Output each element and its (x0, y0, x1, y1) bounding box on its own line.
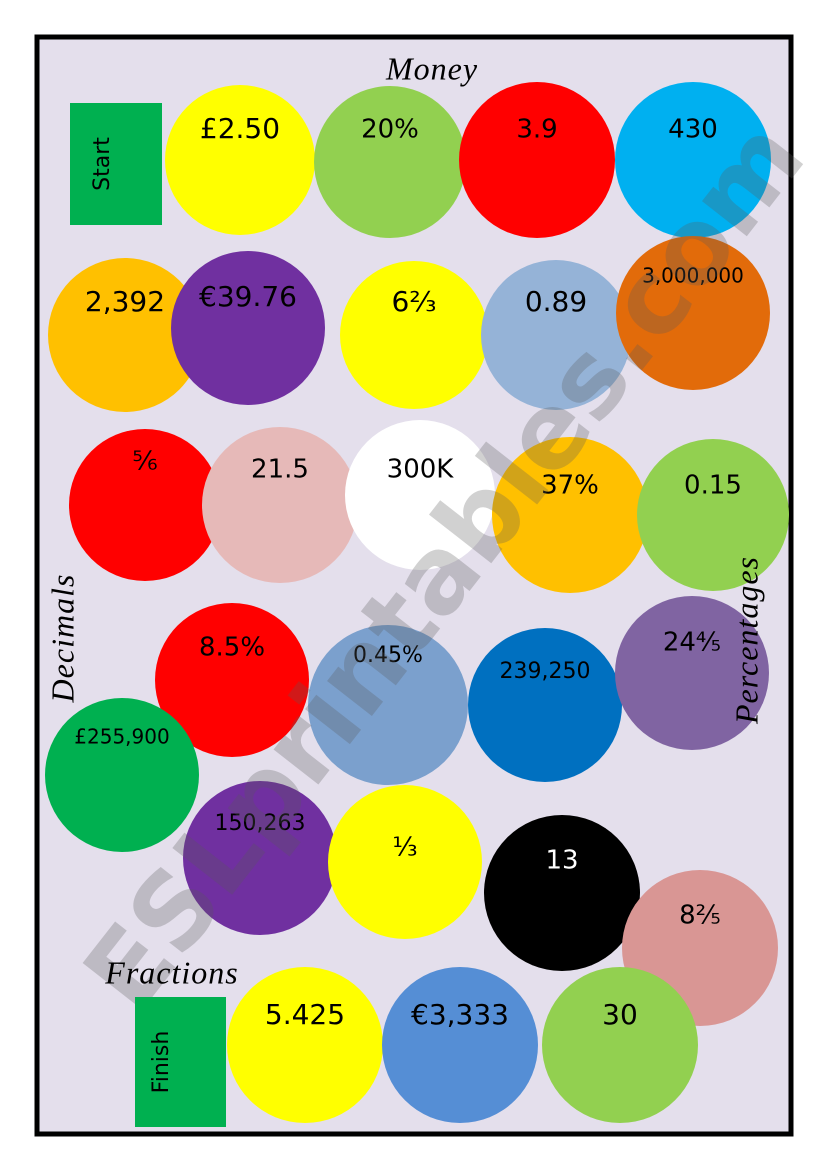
finish-box (135, 997, 226, 1127)
space (171, 251, 325, 405)
space (227, 967, 383, 1123)
space-label: ⅓ (392, 833, 417, 863)
space-label: 5.425 (265, 998, 345, 1031)
space (340, 261, 488, 409)
space (202, 427, 358, 583)
section-label: Money (385, 50, 478, 86)
start-label: Start (90, 137, 115, 191)
space-label: 6⅔ (392, 285, 437, 318)
space-label: 430 (668, 115, 718, 145)
section-label: Fractions (104, 954, 238, 990)
space (616, 236, 770, 390)
space-label: 0.89 (525, 285, 587, 318)
space-label: 300K (387, 455, 455, 485)
space (155, 603, 309, 757)
space-label: €39.76 (199, 280, 297, 313)
space (459, 82, 615, 238)
space (48, 258, 202, 412)
spaces: £2.50 20% 3.9 430 2,392 €39.76 6⅔ 0.89 3,000,000… (45, 82, 789, 1123)
space-label: 21.5 (251, 455, 309, 485)
space-label: €3,333 (411, 998, 509, 1031)
space-label: 239,250 (500, 659, 591, 684)
space (484, 815, 640, 971)
space (314, 86, 466, 238)
space-label: 3.9 (516, 115, 557, 145)
space (481, 260, 631, 410)
space (468, 628, 622, 782)
section-label: Decimals (44, 574, 80, 704)
space-label: 0.45% (353, 643, 423, 668)
space (328, 785, 482, 939)
finish-label: Finish (149, 1031, 174, 1094)
start-box (70, 103, 162, 225)
space-label: £2.50 (200, 112, 280, 145)
space-label: 0.15 (684, 471, 742, 501)
space-label: 150,263 (215, 811, 306, 836)
space (542, 967, 698, 1123)
space-label: 37% (541, 471, 599, 501)
space-label: 30 (602, 998, 638, 1031)
space-label: 20% (361, 115, 419, 145)
space (183, 781, 337, 935)
space (615, 82, 771, 238)
space-label: 3,000,000 (642, 264, 744, 288)
space (345, 420, 495, 570)
space (165, 85, 315, 235)
space (637, 439, 789, 591)
space-label: 24⅘ (663, 628, 721, 658)
space-label: 8⅖ (679, 901, 721, 931)
space-label: £255,900 (74, 725, 169, 749)
space-label: 8.5% (199, 633, 265, 663)
space (492, 437, 648, 593)
space-label: 13 (545, 846, 578, 876)
space (382, 967, 538, 1123)
section-label: Percentages (728, 556, 764, 725)
space (615, 596, 769, 750)
space-label: 2,392 (85, 285, 165, 318)
space (308, 625, 468, 785)
space-label: ⅚ (132, 447, 157, 477)
space (45, 698, 199, 852)
space (69, 429, 221, 581)
